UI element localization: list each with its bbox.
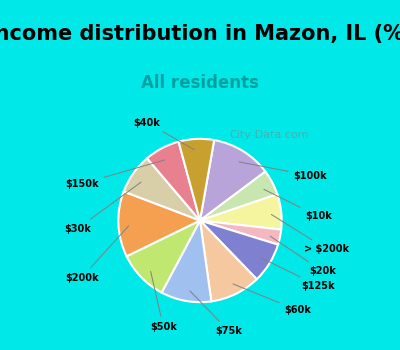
Text: All residents: All residents: [141, 74, 259, 92]
Text: $30k: $30k: [64, 182, 141, 234]
Text: $60k: $60k: [233, 284, 312, 315]
Text: City-Data.com: City-Data.com: [230, 130, 309, 140]
Text: $150k: $150k: [65, 160, 165, 189]
Wedge shape: [126, 220, 200, 293]
Text: Income distribution in Mazon, IL (%): Income distribution in Mazon, IL (%): [0, 24, 400, 44]
Text: $50k: $50k: [150, 272, 177, 332]
Wedge shape: [178, 139, 214, 220]
Text: $20k: $20k: [270, 236, 336, 276]
Wedge shape: [200, 220, 281, 245]
Text: > $200k: > $200k: [271, 215, 349, 254]
Wedge shape: [118, 191, 200, 256]
Text: $200k: $200k: [65, 226, 129, 283]
Wedge shape: [162, 220, 211, 302]
Text: $125k: $125k: [262, 258, 335, 291]
Text: $100k: $100k: [239, 162, 327, 181]
Text: $10k: $10k: [264, 189, 332, 222]
Text: $75k: $75k: [190, 291, 242, 336]
Wedge shape: [147, 142, 200, 220]
Wedge shape: [200, 172, 277, 220]
Wedge shape: [200, 220, 278, 279]
Wedge shape: [200, 220, 257, 301]
Wedge shape: [200, 194, 282, 230]
Wedge shape: [200, 140, 265, 220]
Text: $40k: $40k: [134, 118, 194, 150]
Wedge shape: [124, 158, 200, 220]
